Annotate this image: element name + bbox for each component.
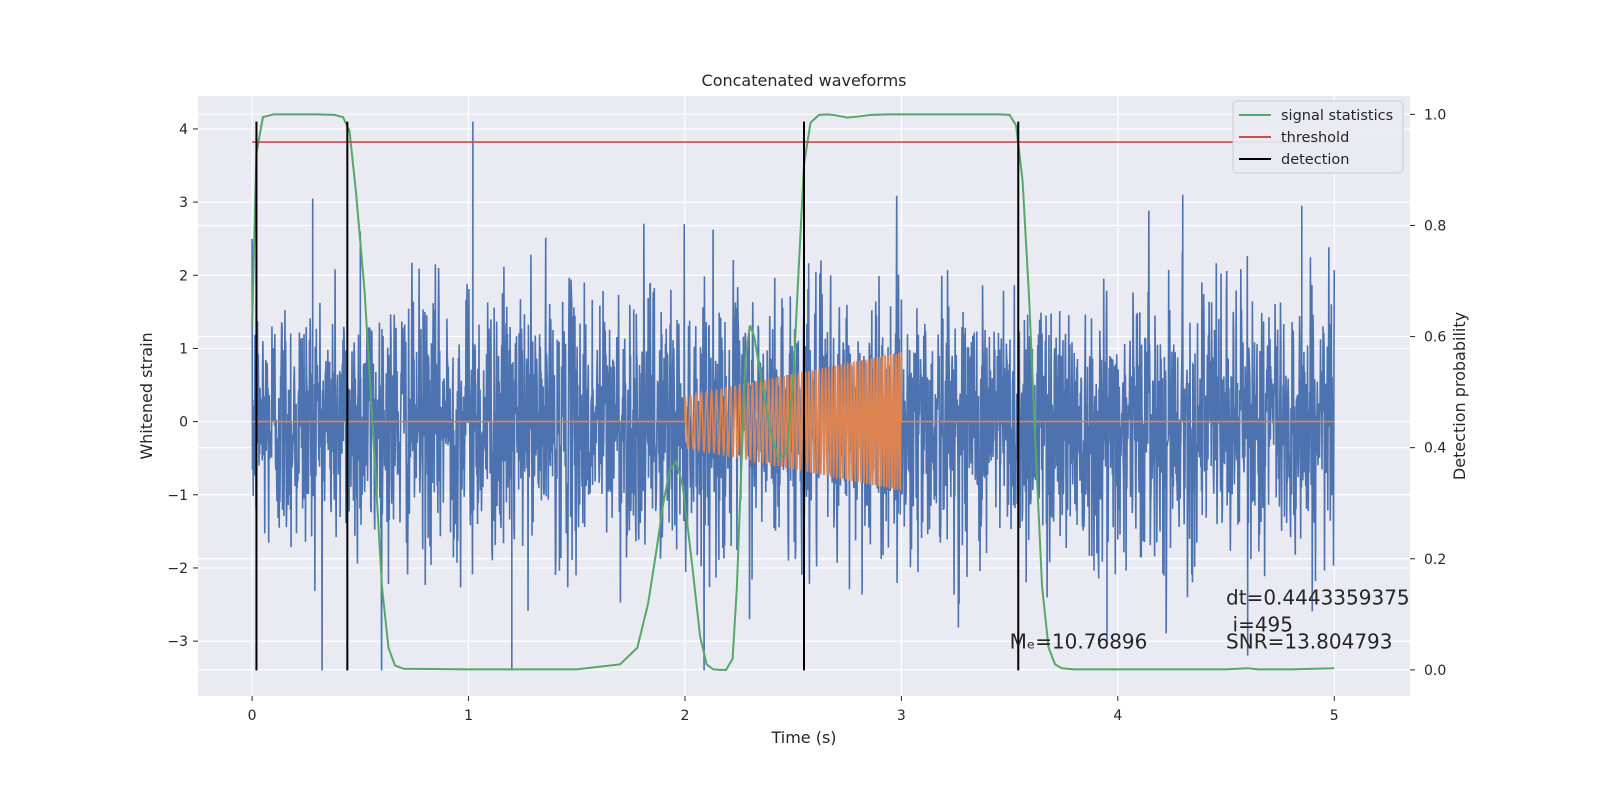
y-tick-label-left: 2 (179, 268, 188, 284)
y-tick-label-left: 0 (179, 415, 188, 431)
y-tick-label-right: 0.6 (1424, 330, 1446, 346)
x-tick-label: 5 (1330, 708, 1339, 724)
y-tick-label-left: −2 (167, 561, 188, 577)
legend-label: signal statistics (1281, 108, 1393, 124)
legend-label: detection (1281, 152, 1349, 168)
y-tick-label-left: 1 (179, 341, 188, 357)
legend-box (1232, 100, 1404, 174)
x-tick-label: 2 (681, 708, 690, 724)
y-tick-label-right: 1.0 (1424, 107, 1446, 123)
y-tick-label-left: 3 (179, 195, 188, 211)
annotation-text: dt=0.4443359375 (1226, 586, 1410, 610)
y-tick-label-left: −1 (167, 488, 188, 504)
y-axis-label-left: Whitened strain (137, 332, 156, 459)
y-tick-label-right: 0.8 (1424, 218, 1446, 234)
y-tick-label-right: 0.0 (1424, 663, 1446, 679)
y-axis-label-right: Detection probability (1450, 312, 1469, 480)
x-tick-label: 4 (1113, 708, 1122, 724)
signal-statistics-line (251, 113, 1335, 671)
annotation-text: SNR=13.804793 (1226, 629, 1392, 653)
x-tick-label: 1 (464, 708, 473, 724)
chart-title: Concatenated waveforms (702, 71, 907, 90)
strain-line (251, 195, 1336, 671)
annotation-text: i=495 (1233, 613, 1294, 637)
y-tick-label-left: 4 (179, 122, 188, 138)
x-axis-label: Time (s) (770, 728, 836, 747)
y-tick-label-left: −3 (167, 634, 188, 650)
x-tick-label: 3 (897, 708, 906, 724)
axis-ticks: 0 1 2 3 4 5 −3 −2 −1 0 1 2 3 4 0.0 0.2 0.4 0.6 0.8 1.0 (167, 107, 1446, 724)
strain-series (251, 121, 1336, 671)
annotation-text: Mₑ=10.76896 (1010, 629, 1148, 653)
legend: signal statistics threshold detection (1232, 100, 1404, 174)
x-tick-label: 0 (248, 708, 257, 724)
injected-waveform-series (252, 352, 1335, 491)
legend-label: threshold (1281, 130, 1349, 146)
injected-waveform-line (252, 352, 1335, 491)
signal-statistics-series (251, 113, 1335, 671)
detection-lines (255, 121, 1020, 671)
y-tick-label-right: 0.4 (1424, 441, 1446, 457)
y-tick-label-right: 0.2 (1424, 552, 1446, 568)
